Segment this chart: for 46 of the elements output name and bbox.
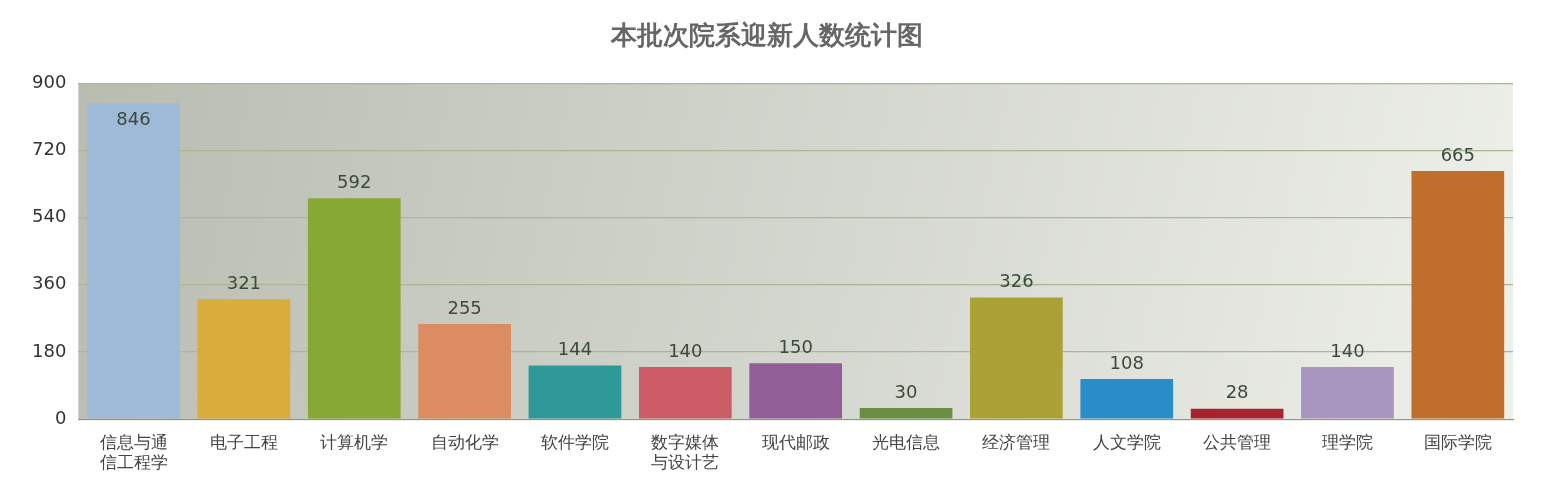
data-label: 846 xyxy=(116,108,151,130)
y-tick-label: 540 xyxy=(32,205,67,227)
bar xyxy=(197,299,291,419)
data-label: 665 xyxy=(1440,143,1475,165)
data-label: 144 xyxy=(557,338,593,360)
x-tick-label: 数字媒体与设计艺 xyxy=(651,431,720,473)
x-tick-label: 公共管理 xyxy=(1203,431,1272,452)
bar xyxy=(1301,366,1394,419)
data-label: 30 xyxy=(894,380,918,402)
x-tick-label: 现代邮政 xyxy=(761,431,830,452)
x-tick-label: 人文学院 xyxy=(1092,431,1161,452)
bar xyxy=(1080,378,1174,419)
bar xyxy=(638,366,732,419)
x-tick-label: 电子工程 xyxy=(209,431,278,452)
bar xyxy=(859,408,953,419)
y-tick-label: 360 xyxy=(32,272,67,294)
bar xyxy=(970,297,1063,419)
data-label: 255 xyxy=(447,296,482,318)
bar xyxy=(307,198,401,419)
bar xyxy=(87,103,180,419)
data-label: 592 xyxy=(337,170,372,192)
data-label: 326 xyxy=(999,270,1034,292)
y-tick-label: 0 xyxy=(54,406,67,428)
bar xyxy=(1190,408,1284,419)
chart-title: 本批次院系迎新人数统计图 xyxy=(609,20,923,51)
data-label: 28 xyxy=(1225,381,1249,403)
bar xyxy=(418,324,511,419)
x-tick-label: 理学院 xyxy=(1321,431,1373,452)
bar xyxy=(749,363,843,419)
y-tick-label: 180 xyxy=(32,339,67,361)
data-label: 140 xyxy=(1330,339,1365,361)
bar xyxy=(528,365,622,419)
y-tick-label: 720 xyxy=(32,138,67,160)
x-tick-label: 软件学院 xyxy=(540,431,609,452)
x-tick-label: 光电信息 xyxy=(872,431,941,452)
x-tick-label: 国际学院 xyxy=(1423,431,1492,452)
x-tick-label: 自动化学 xyxy=(430,431,499,452)
x-tick-label: 计算机学 xyxy=(320,431,389,452)
data-label: 321 xyxy=(226,272,262,294)
x-tick-label: 信息与通信工程学 xyxy=(99,431,168,473)
x-tick-label: 经济管理 xyxy=(982,431,1051,452)
y-tick-label: 900 xyxy=(32,70,67,92)
data-label: 140 xyxy=(668,339,703,361)
data-label: 150 xyxy=(778,335,813,357)
bar xyxy=(1411,170,1505,419)
data-label: 108 xyxy=(1109,351,1144,373)
